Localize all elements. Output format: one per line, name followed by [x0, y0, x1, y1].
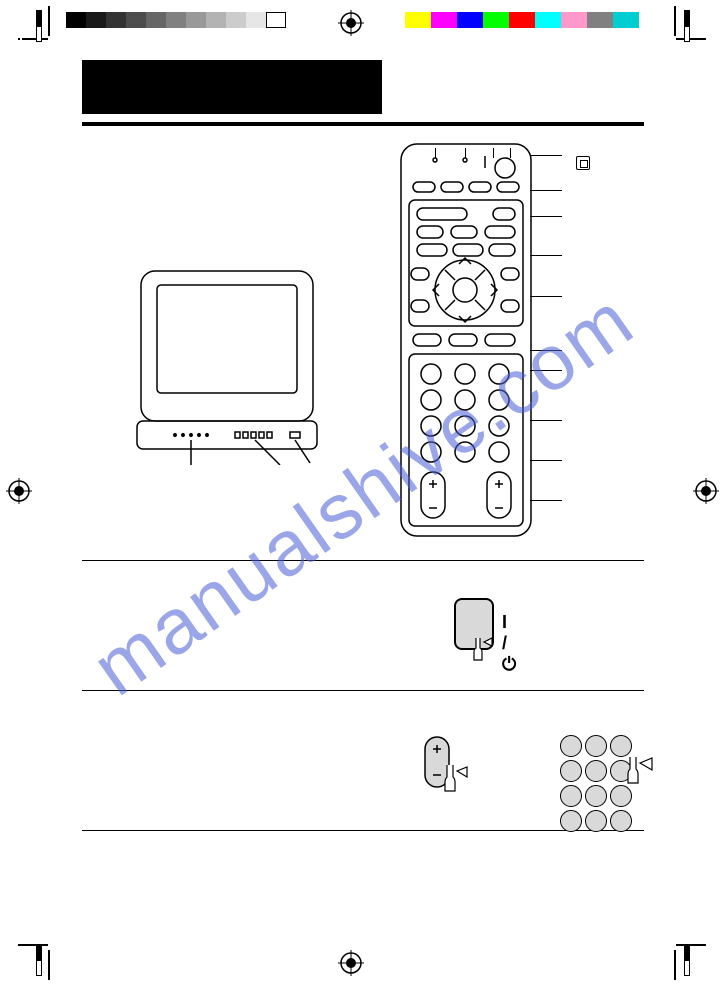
callout-line [530, 350, 562, 351]
callout-line [465, 148, 466, 158]
external-link-icon [576, 156, 590, 170]
registration-mark-right [693, 478, 719, 504]
crop-bl-v [48, 950, 50, 980]
callout-line [530, 190, 562, 191]
crop-br-v [674, 950, 676, 980]
power-symbol-label: I /⏻ [502, 612, 516, 675]
remote-diagram [395, 140, 560, 540]
crop-tl-h2 [20, 12, 22, 40]
callout-line [530, 460, 562, 461]
crop-tr-v [674, 6, 676, 36]
crop-tl-v [48, 6, 50, 36]
callout-line [435, 148, 436, 158]
power-button-illustration: I /⏻ [454, 598, 494, 650]
registration-mark-bottom [338, 950, 364, 976]
tick-col-tl [36, 10, 42, 42]
callout-line [530, 420, 562, 421]
pointing-hand-icon [624, 753, 658, 787]
crop-tr-h [676, 38, 706, 40]
divider-rule [82, 690, 644, 691]
color-calibration-bar [405, 12, 639, 28]
callout-line [493, 148, 494, 158]
callout-line [530, 500, 562, 501]
tick-col-bl [36, 944, 42, 976]
section-title-banner [82, 60, 382, 114]
registration-mark-top [338, 10, 364, 36]
callout-line [530, 216, 562, 217]
crop-br-h [676, 944, 706, 946]
callout-line [530, 296, 562, 297]
crop-tl-h [18, 38, 48, 40]
tv-diagram [135, 265, 320, 465]
section-underline [82, 122, 644, 126]
callout-line [510, 148, 511, 158]
tick-col-tr [684, 10, 690, 42]
numeric-keypad-illustration [560, 735, 632, 832]
tick-col-br [684, 944, 690, 976]
callout-line [530, 155, 562, 156]
prog-rocker-illustration [423, 735, 473, 800]
registration-mark-left [6, 478, 32, 504]
grayscale-calibration-bar [66, 12, 286, 28]
callout-line [530, 255, 562, 256]
callout-line [530, 370, 562, 371]
divider-rule [82, 560, 644, 561]
crop-bl-h [18, 944, 48, 946]
